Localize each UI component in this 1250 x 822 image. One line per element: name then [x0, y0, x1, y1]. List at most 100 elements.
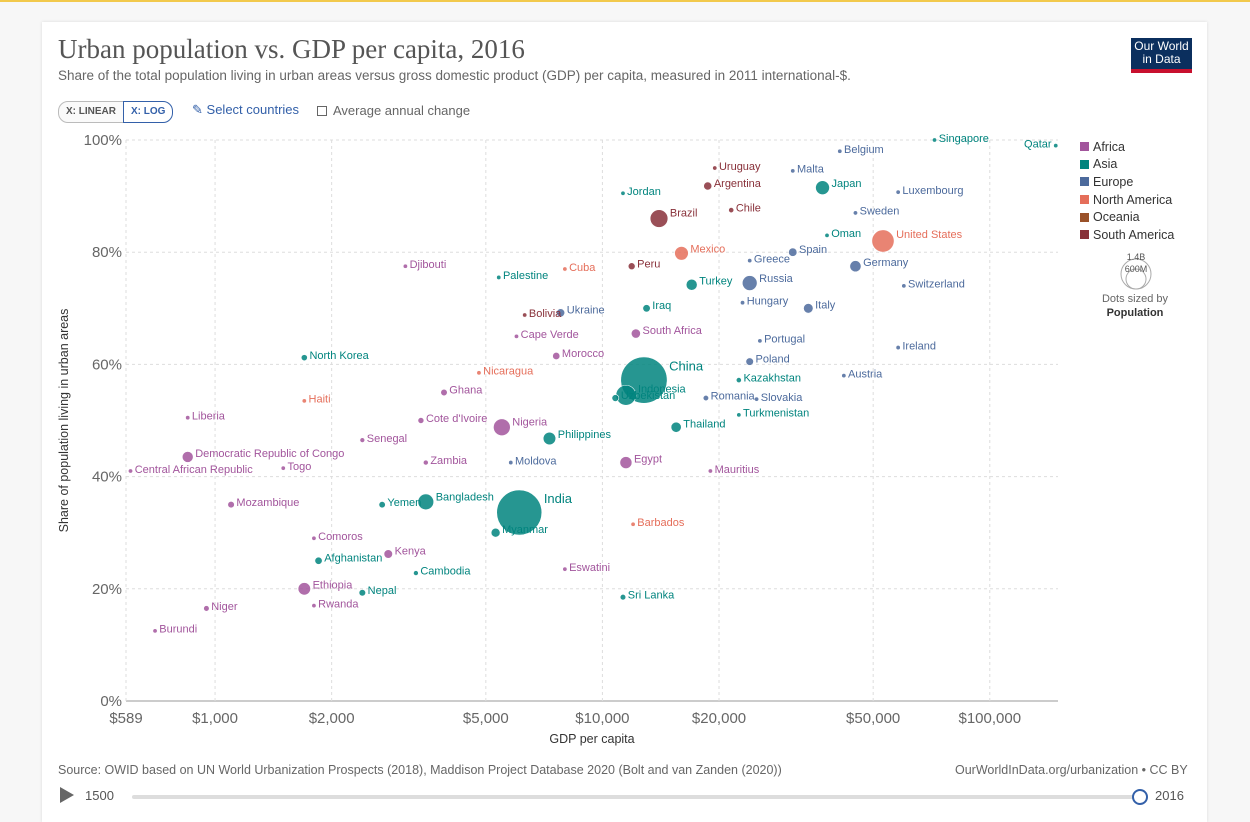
data-point[interactable]: [440, 388, 448, 397]
timeline-handle[interactable]: [1132, 789, 1148, 805]
data-point[interactable]: [552, 352, 561, 360]
data-point[interactable]: [422, 459, 429, 466]
data-point[interactable]: [649, 209, 669, 228]
data-point[interactable]: [815, 180, 830, 195]
point-label: Hungary: [747, 295, 789, 307]
source-url[interactable]: OurWorldInData.org/urbanization • CC BY: [955, 763, 1188, 777]
data-point[interactable]: [227, 501, 235, 509]
data-point[interactable]: [630, 521, 636, 527]
data-point[interactable]: [790, 168, 796, 174]
data-point[interactable]: [849, 260, 862, 273]
data-point[interactable]: [728, 207, 735, 214]
data-point[interactable]: [837, 148, 843, 154]
size-key-max-label: 1.4B: [1127, 252, 1146, 262]
data-point[interactable]: [702, 395, 709, 402]
point-label: Austria: [848, 368, 883, 380]
data-point[interactable]: [358, 589, 366, 597]
data-point[interactable]: [754, 396, 760, 402]
point-label: Bolivia: [529, 308, 562, 320]
legend-item[interactable]: Asia: [1080, 156, 1174, 174]
legend-item[interactable]: Europe: [1080, 173, 1174, 191]
data-point[interactable]: [841, 373, 847, 379]
data-point[interactable]: [280, 465, 286, 471]
data-point[interactable]: [128, 468, 134, 474]
data-point[interactable]: [707, 468, 713, 474]
data-point[interactable]: [490, 527, 501, 538]
data-point[interactable]: [630, 328, 641, 339]
data-point[interactable]: [181, 451, 194, 463]
average-change-checkbox[interactable]: Average annual change: [317, 103, 470, 118]
data-point[interactable]: [311, 535, 317, 541]
data-point[interactable]: [314, 556, 323, 565]
x-log-toggle[interactable]: X: LOG: [123, 101, 174, 123]
owid-logo[interactable]: Our World in Data: [1131, 38, 1192, 73]
data-point[interactable]: [642, 304, 651, 313]
data-point[interactable]: [417, 417, 425, 424]
data-point[interactable]: [185, 415, 191, 421]
legend-item[interactable]: Africa: [1080, 138, 1174, 156]
data-point[interactable]: [203, 605, 210, 612]
data-point[interactable]: [685, 278, 698, 291]
data-point[interactable]: [674, 246, 689, 261]
data-point[interactable]: [611, 394, 620, 402]
data-point[interactable]: [703, 181, 713, 191]
data-point[interactable]: [747, 258, 753, 264]
data-point[interactable]: [378, 501, 386, 509]
data-point[interactable]: [496, 274, 502, 280]
data-point[interactable]: [513, 333, 519, 339]
select-countries-button[interactable]: ✎ Select countries: [192, 102, 299, 118]
legend-item[interactable]: North America: [1080, 191, 1174, 209]
data-point[interactable]: [712, 165, 718, 171]
data-point[interactable]: [402, 263, 408, 269]
legend-item[interactable]: Oceania: [1080, 208, 1174, 226]
data-point[interactable]: [301, 398, 307, 404]
data-point[interactable]: [670, 421, 682, 433]
data-point[interactable]: [542, 431, 557, 446]
data-point[interactable]: [619, 456, 633, 469]
legend-swatch: [1080, 159, 1089, 169]
data-point[interactable]: [522, 312, 528, 318]
data-point[interactable]: [493, 418, 511, 436]
logo-red-bar: [1131, 69, 1192, 73]
data-point[interactable]: [788, 247, 798, 257]
data-point[interactable]: [741, 275, 758, 291]
data-point[interactable]: [740, 300, 746, 306]
data-point[interactable]: [627, 262, 636, 271]
data-point[interactable]: [152, 628, 158, 634]
data-point[interactable]: [871, 229, 895, 253]
data-point[interactable]: [359, 437, 366, 443]
data-point[interactable]: [383, 549, 393, 559]
data-point[interactable]: [1053, 143, 1059, 149]
data-point[interactable]: [745, 357, 754, 366]
data-point[interactable]: [562, 266, 568, 272]
data-point[interactable]: [736, 412, 742, 418]
data-point[interactable]: [496, 489, 543, 536]
timeline-track[interactable]: [132, 795, 1140, 799]
size-key-note: Dots sized by Population: [1085, 292, 1185, 320]
point-label: Japan: [832, 178, 862, 190]
data-point[interactable]: [619, 594, 627, 601]
data-point[interactable]: [311, 603, 317, 609]
data-point[interactable]: [476, 370, 482, 376]
data-point[interactable]: [901, 283, 907, 289]
data-point[interactable]: [895, 345, 901, 351]
data-point[interactable]: [895, 189, 901, 195]
point-label: Peru: [637, 258, 660, 270]
data-point[interactable]: [620, 190, 626, 196]
data-point[interactable]: [852, 210, 858, 216]
data-point[interactable]: [300, 354, 308, 362]
point-label: Yemen: [387, 497, 421, 509]
data-point[interactable]: [297, 582, 311, 596]
data-point[interactable]: [735, 377, 742, 384]
play-icon[interactable]: [60, 787, 74, 803]
data-point[interactable]: [413, 570, 419, 576]
data-point[interactable]: [417, 493, 435, 511]
data-point[interactable]: [824, 232, 830, 238]
data-point[interactable]: [757, 338, 763, 344]
legend-item[interactable]: South America: [1080, 226, 1174, 244]
data-point[interactable]: [508, 460, 514, 466]
data-point[interactable]: [803, 303, 814, 314]
data-point[interactable]: [932, 137, 938, 143]
data-point[interactable]: [556, 308, 566, 318]
data-point[interactable]: [562, 566, 568, 572]
